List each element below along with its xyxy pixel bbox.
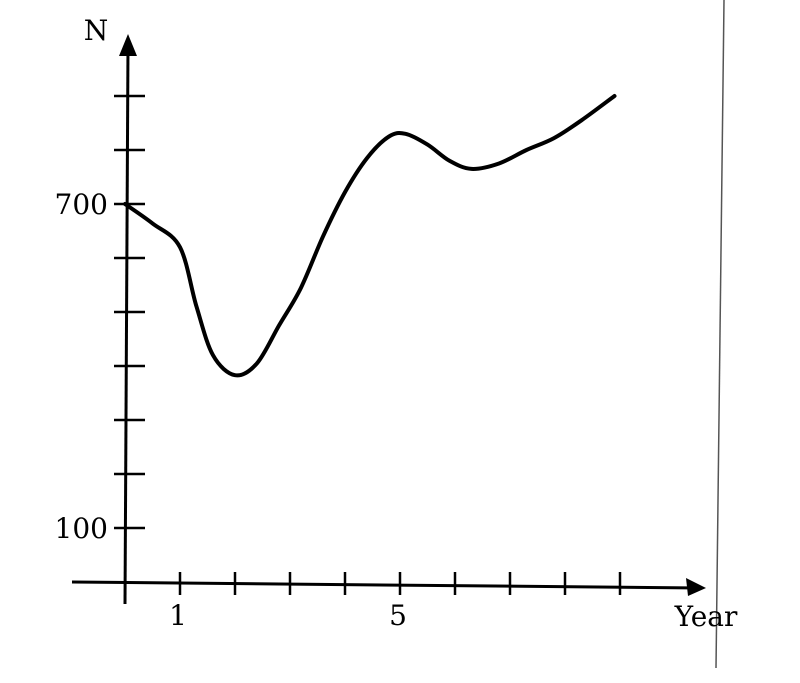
x-axis-line — [71, 580, 701, 590]
y-tick-label: 700 — [55, 188, 108, 221]
ticks — [114, 94, 622, 595]
x-tick-label: 5 — [389, 599, 407, 632]
x-axis-label: Year — [674, 600, 738, 633]
y-axis-label: N — [84, 14, 109, 47]
labels: 1 5 100 700 N Year — [55, 14, 738, 633]
axes — [71, 34, 706, 605]
series-group — [123, 94, 617, 378]
y-axis-arrowhead — [119, 34, 137, 56]
x-tick-label: 1 — [169, 599, 187, 632]
y-tick-label: 100 — [55, 512, 108, 545]
y-axis-line — [123, 44, 130, 605]
series-line — [123, 94, 617, 378]
x-axis-arrowhead — [686, 578, 706, 596]
right-border-line — [715, 0, 725, 669]
